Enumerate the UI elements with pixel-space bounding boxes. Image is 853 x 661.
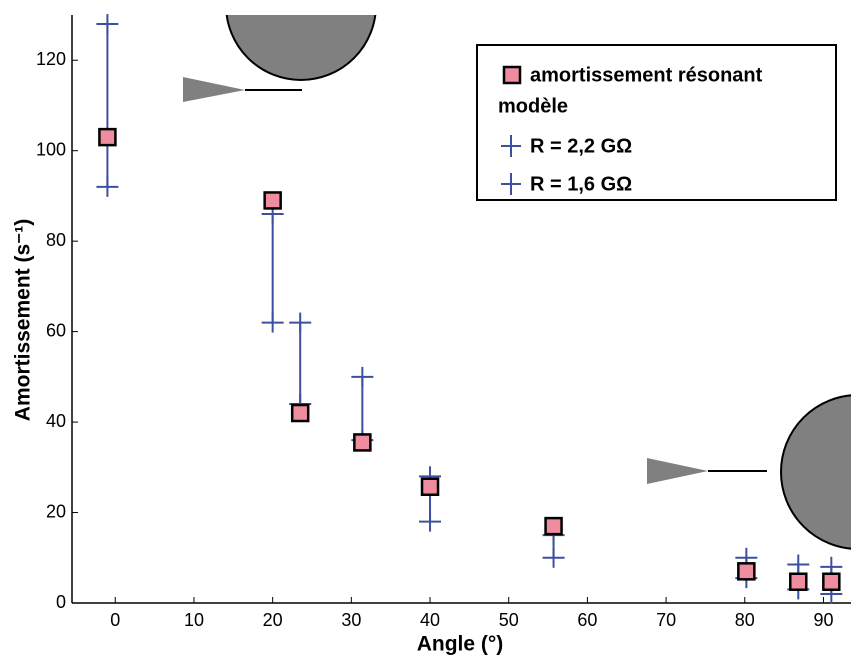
legend-label: R = 1,6 GΩ (530, 173, 632, 195)
y-tick-label: 100 (36, 139, 66, 159)
square-marker (353, 433, 372, 452)
legend-label: R = 2,2 GΩ (530, 135, 632, 157)
x-axis-label: Angle (°) (417, 633, 504, 656)
legend-marker (502, 65, 522, 85)
x-tick-label: 30 (341, 610, 361, 630)
square-marker (789, 572, 808, 591)
x-tick-label: 40 (420, 610, 440, 630)
y-axis-label: Amortissement (s⁻¹) (12, 219, 35, 421)
x-tick-label: 70 (656, 610, 676, 630)
y-tick-label: 0 (56, 592, 66, 612)
illustration (183, 15, 851, 550)
x-tick-label: 60 (577, 610, 597, 630)
legend (476, 44, 837, 201)
y-tick-label: 120 (36, 49, 66, 69)
x-tick-label: 20 (263, 610, 283, 630)
square-marker (290, 403, 310, 423)
square-marker (263, 191, 282, 210)
x-tick-label: 50 (499, 610, 519, 630)
square-marker (420, 477, 440, 497)
legend-label: amortissement résonant (530, 64, 763, 86)
square-marker (98, 127, 117, 147)
y-tick-label: 40 (46, 411, 66, 431)
y-tick-label: 80 (46, 230, 66, 250)
x-tick-label: 10 (184, 610, 204, 630)
legend-group-label: modèle (498, 95, 568, 117)
y-tick-label: 20 (46, 501, 66, 521)
x-tick-label: 90 (813, 610, 833, 630)
x-tick-label: 80 (735, 610, 755, 630)
x-tick-label: 0 (110, 610, 120, 630)
square-marker (544, 516, 563, 536)
y-tick-label: 60 (46, 320, 66, 340)
square-marker (822, 572, 841, 591)
square-marker (737, 562, 756, 581)
